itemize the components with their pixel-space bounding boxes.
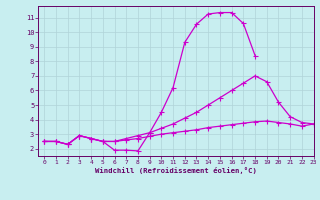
X-axis label: Windchill (Refroidissement éolien,°C): Windchill (Refroidissement éolien,°C): [95, 167, 257, 174]
